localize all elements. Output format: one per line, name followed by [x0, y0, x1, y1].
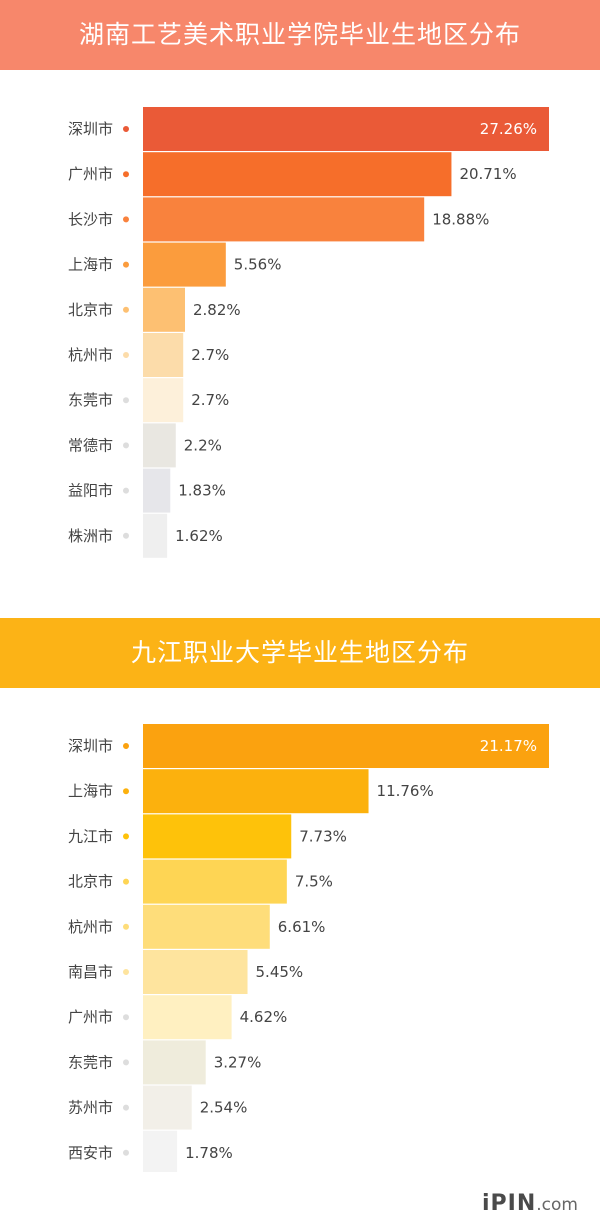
legend-dot: [123, 969, 129, 975]
bar: [143, 1040, 206, 1085]
category-label: 北京市: [68, 873, 113, 891]
bar: [143, 333, 184, 377]
category-label: 九江市: [68, 827, 113, 845]
category-label: 深圳市: [68, 120, 113, 138]
value-label: 2.7%: [191, 391, 229, 409]
legend-dot: [123, 397, 129, 404]
value-label: 2.7%: [191, 346, 229, 364]
category-label: 南昌市: [68, 963, 113, 981]
value-label: 27.26%: [480, 120, 537, 138]
category-label: 杭州市: [68, 918, 113, 936]
category-label: 北京市: [68, 301, 113, 319]
legend-dot: [123, 216, 129, 223]
bar-chart-2: 深圳市 21.17% 上海市 11.76% 九江市 7.73% 北京市 7.5% 杭州市 6.61…: [68, 724, 549, 1172]
value-label: 18.88%: [432, 210, 489, 228]
ipin-logo: iPIN.com: [482, 1191, 578, 1216]
category-label: 株洲市: [68, 527, 113, 545]
legend-dot: [123, 487, 129, 494]
bar: [143, 378, 184, 423]
bar: [143, 1085, 192, 1130]
legend-dot: [123, 171, 129, 178]
legend-dot: [123, 352, 129, 358]
bar: [143, 197, 425, 242]
value-label: 11.76%: [377, 782, 434, 800]
legend-dot: [123, 878, 129, 885]
category-label: 深圳市: [68, 737, 113, 755]
category-label: 苏州市: [68, 1099, 113, 1117]
logo-domain: .com: [536, 1195, 578, 1215]
category-label: 东莞市: [68, 1053, 113, 1071]
legend-dot: [123, 442, 129, 449]
bar: [143, 904, 270, 949]
value-label: 6.61%: [278, 918, 326, 936]
category-label: 广州市: [68, 165, 113, 183]
bar: [143, 724, 549, 768]
value-label: 5.56%: [234, 256, 282, 274]
legend-dot: [123, 1149, 129, 1156]
bar: [143, 513, 168, 558]
bar: [143, 468, 171, 513]
value-label: 2.82%: [193, 301, 241, 319]
category-label: 上海市: [68, 256, 113, 274]
bar: [143, 423, 176, 468]
bar: [143, 287, 185, 332]
value-label: 5.45%: [256, 963, 304, 981]
value-label: 2.2%: [184, 436, 222, 454]
value-label: 2.54%: [200, 1099, 248, 1117]
bar: [143, 814, 292, 859]
legend-dot: [123, 1059, 129, 1066]
value-label: 7.5%: [295, 873, 333, 891]
legend-dot: [123, 261, 129, 268]
logo-brand: iPIN: [482, 1191, 537, 1216]
bar: [143, 995, 232, 1040]
bar: [143, 242, 226, 287]
legend-dot: [123, 306, 129, 313]
value-label: 7.73%: [299, 827, 347, 845]
bar: [143, 107, 549, 151]
value-label: 1.83%: [178, 482, 226, 500]
legend-dot: [123, 788, 129, 795]
legend-dot: [123, 923, 129, 930]
value-label: 4.62%: [240, 1008, 288, 1026]
value-label: 20.71%: [459, 165, 516, 183]
category-label: 长沙市: [68, 210, 113, 228]
chart-title-1: 湖南工艺美术职业学院毕业生地区分布: [0, 0, 600, 70]
category-label: 杭州市: [68, 346, 113, 364]
bar: [143, 1130, 178, 1172]
value-label: 1.78%: [185, 1144, 233, 1162]
bar: [143, 769, 369, 814]
value-label: 3.27%: [214, 1053, 262, 1071]
category-label: 西安市: [68, 1144, 113, 1162]
bar: [143, 152, 452, 197]
category-label: 上海市: [68, 782, 113, 800]
category-label: 东莞市: [68, 391, 113, 409]
legend-dot: [123, 1104, 129, 1111]
value-label: 1.62%: [175, 527, 223, 545]
legend-dot: [123, 126, 129, 132]
legend-dot: [123, 532, 129, 539]
category-label: 广州市: [68, 1008, 113, 1026]
bar-chart-1: 深圳市 27.26% 广州市 20.71% 长沙市 18.88% 上海市 5.56% 北京市 2.…: [68, 107, 549, 558]
chart-title-2: 九江职业大学毕业生地区分布: [0, 618, 600, 688]
value-label: 21.17%: [480, 737, 537, 755]
category-label: 益阳市: [68, 482, 113, 500]
bar: [143, 950, 248, 994]
legend-dot: [123, 743, 129, 749]
bar: [143, 859, 287, 904]
legend-dot: [123, 1014, 129, 1021]
category-label: 常德市: [68, 436, 113, 454]
legend-dot: [123, 833, 129, 840]
